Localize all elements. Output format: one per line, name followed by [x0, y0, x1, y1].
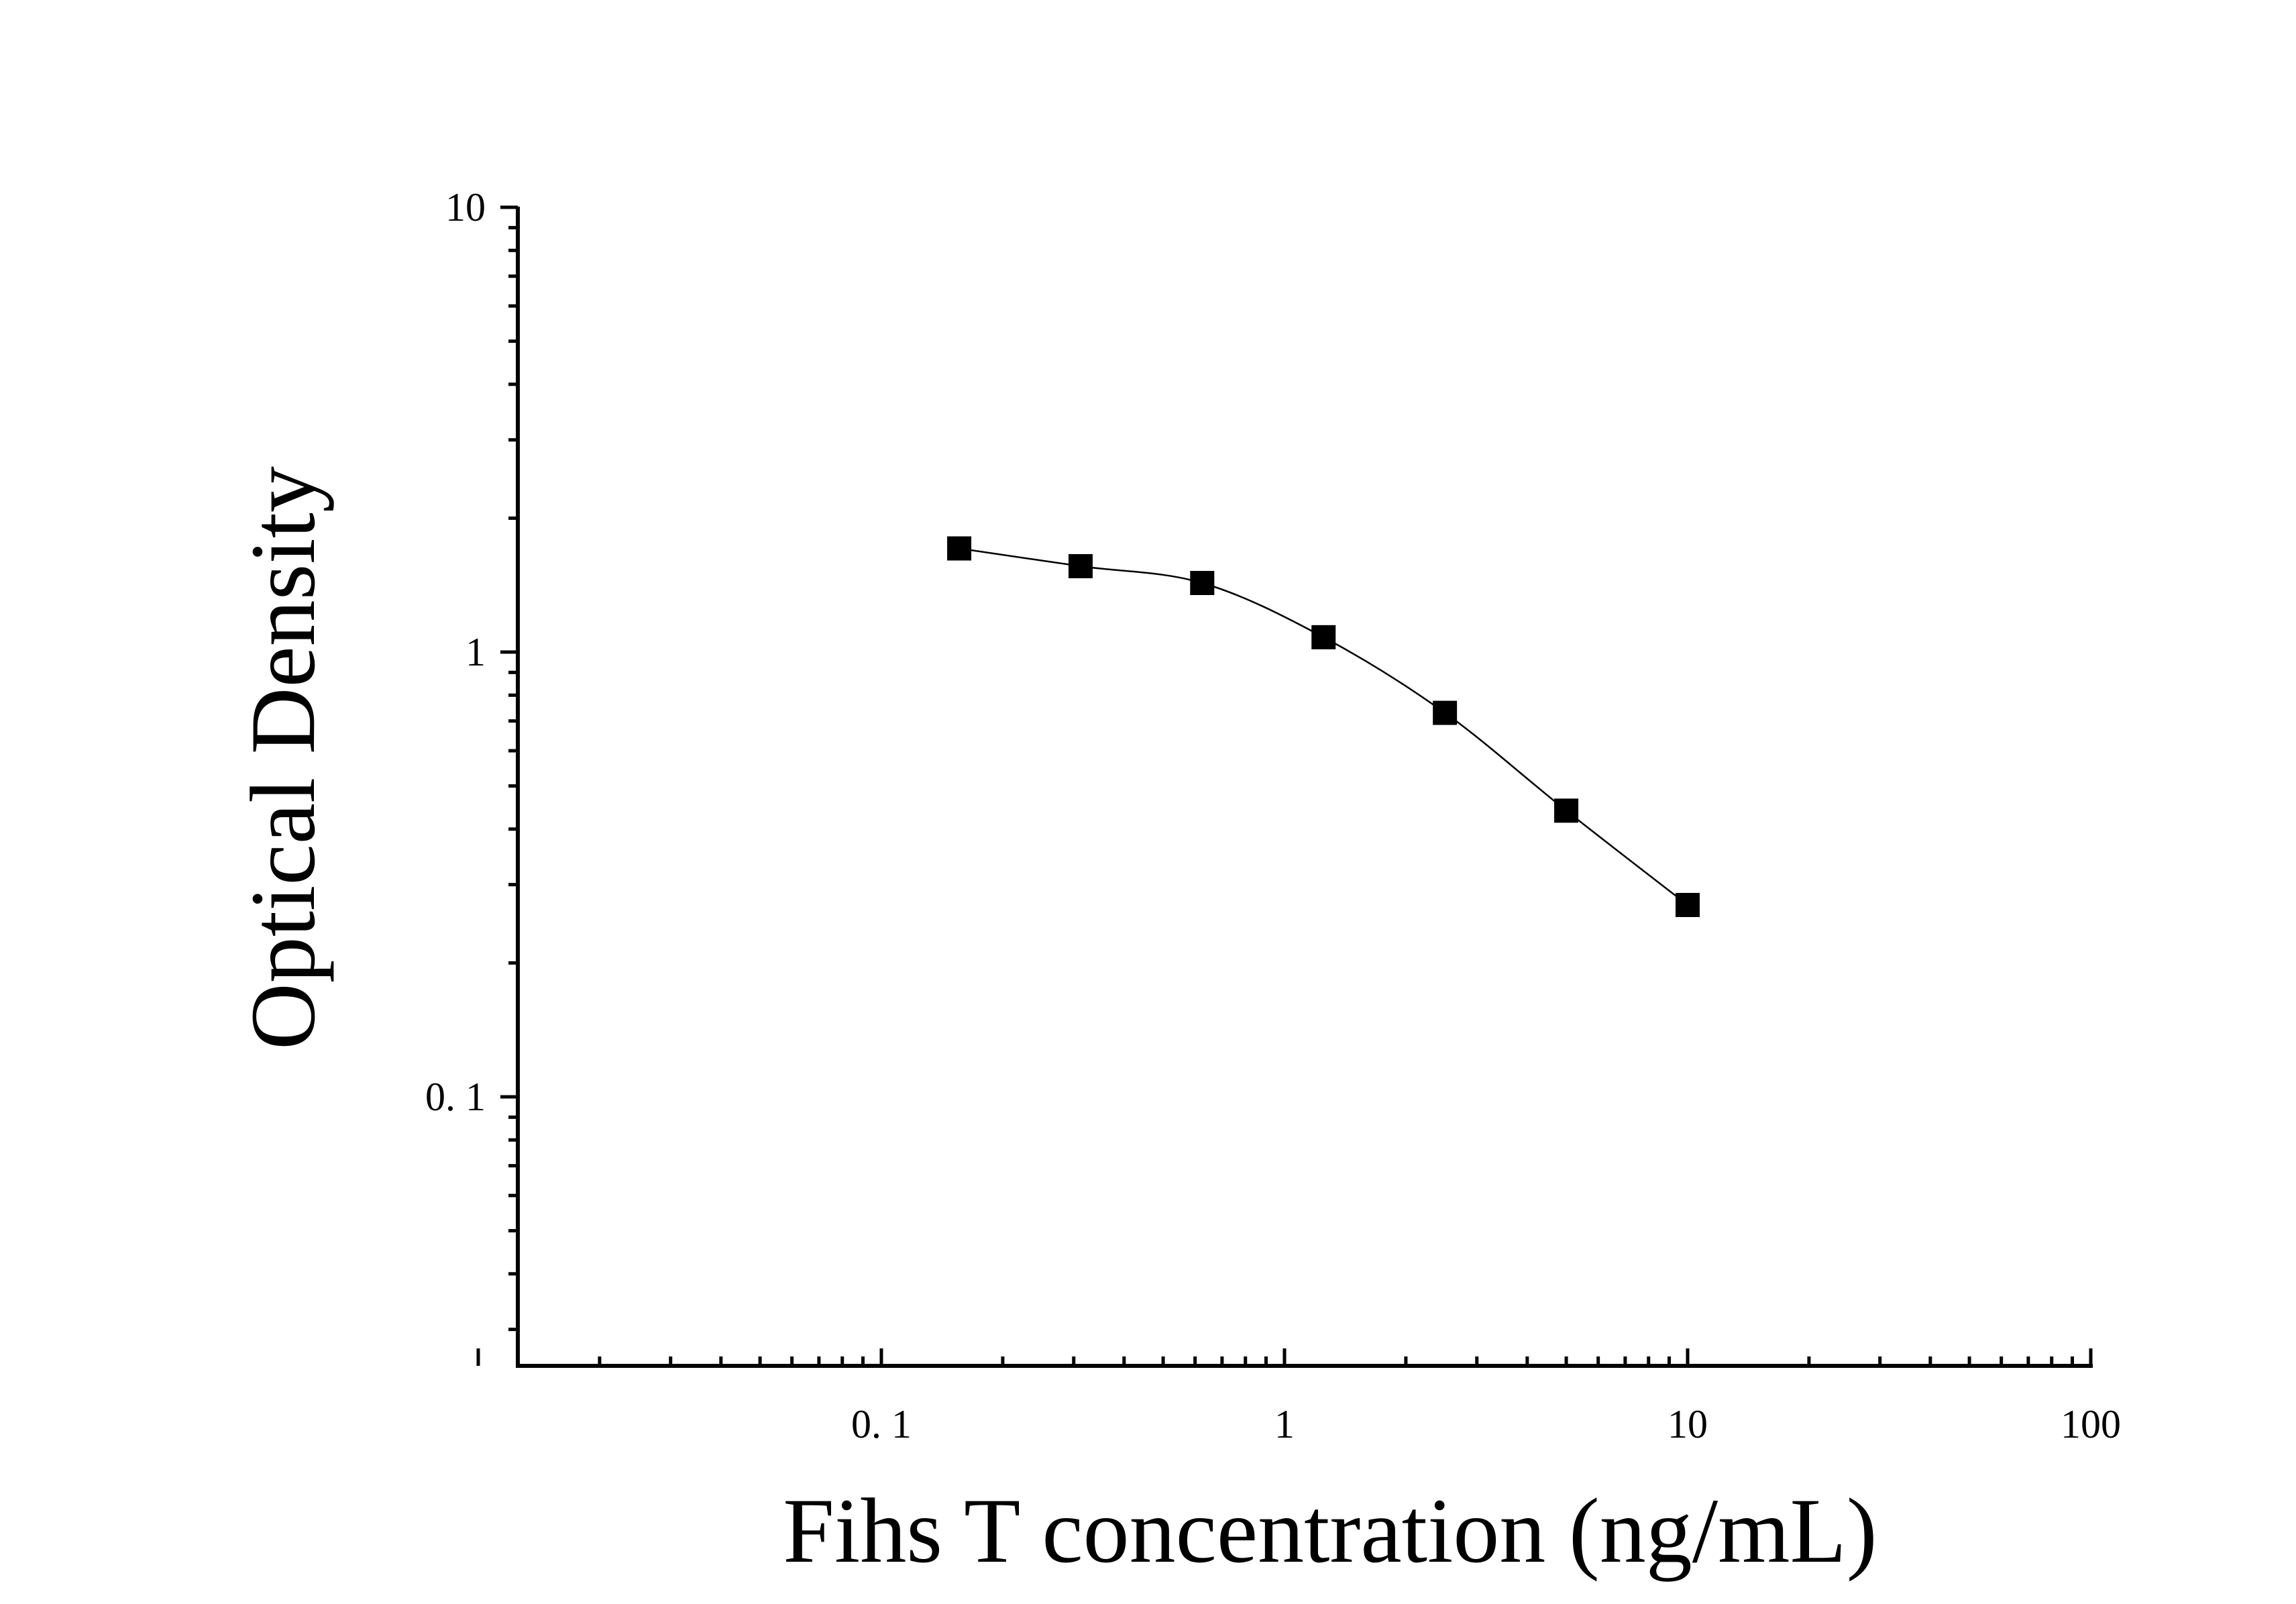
y-tick-label: 0. 1 [425, 1075, 486, 1119]
data-point-marker [1068, 553, 1093, 578]
x-axis-ticks [476, 1348, 2093, 1366]
data-point-marker [1676, 893, 1700, 918]
x-tick-label: 100 [2061, 1402, 2121, 1446]
data-points [947, 536, 1700, 918]
y-tick-labels: 0. 1 1 10 [425, 185, 486, 1119]
x-tick-labels: 0. 1 1 10 100 [851, 1402, 2121, 1446]
x-tick-label: 10 [1668, 1402, 1708, 1446]
data-point-marker [1433, 700, 1458, 725]
y-axis-title: Optical Density [231, 466, 334, 1050]
data-point-marker [1190, 571, 1215, 596]
data-point-marker [1311, 625, 1336, 649]
y-axis-ticks [500, 205, 518, 1332]
data-point-marker [947, 536, 972, 561]
data-point-marker [1554, 798, 1579, 823]
x-tick-label: 0. 1 [851, 1402, 912, 1446]
x-tick-label: 1 [1274, 1402, 1295, 1446]
x-axis-title: Fihs T concentration (ng/mL) [783, 1479, 1877, 1582]
y-tick-label: 10 [445, 185, 486, 229]
y-tick-label: 1 [466, 630, 486, 674]
fit-curve [959, 547, 1688, 906]
